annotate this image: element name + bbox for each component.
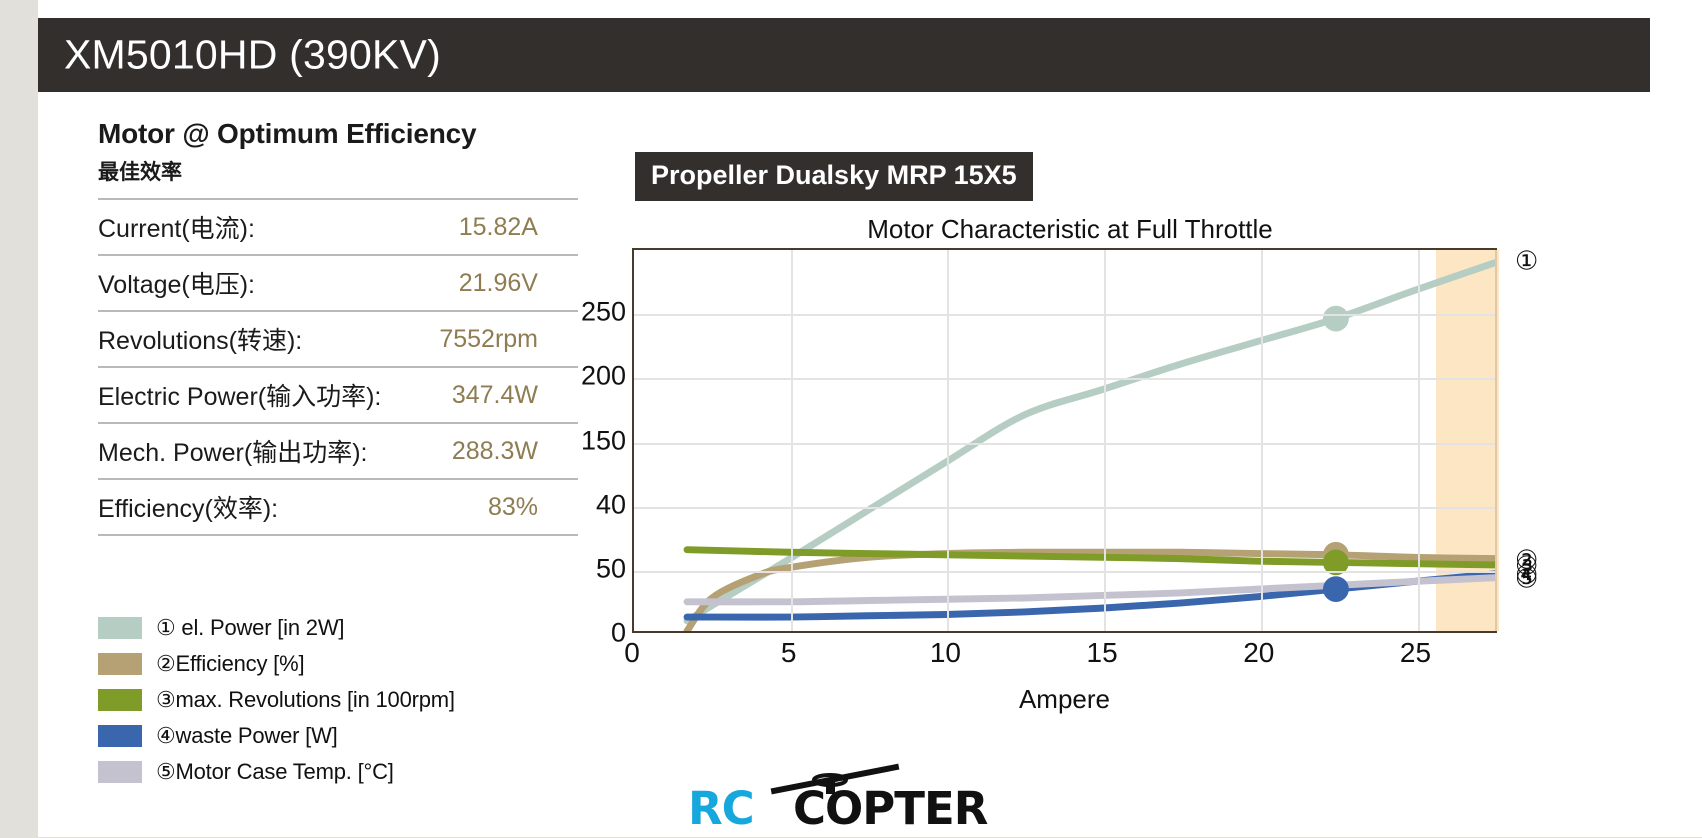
plot-curves xyxy=(683,259,1495,631)
spec-label: Electric Power(输入功率): xyxy=(98,383,382,411)
y-tick-label: 200 xyxy=(580,360,626,391)
series-callout: ① xyxy=(1515,245,1539,276)
legend-swatch xyxy=(98,689,142,711)
spec-value: 83% xyxy=(487,492,538,521)
legend-item: ③max. Revolutions [in 100rpm] xyxy=(98,682,618,718)
table-row: Revolutions(转速): 7552rpm xyxy=(98,311,578,367)
chart-panel: Propeller Dualsky MRP 15X5 Motor Charact… xyxy=(581,118,1620,838)
motor-specs-panel: Motor @ Optimum Efficiency 最佳效率 Current(… xyxy=(98,118,578,536)
table-row: Voltage(电压): 21.96V xyxy=(98,255,578,311)
x-tick-label: 25 xyxy=(1399,637,1432,668)
spec-value: 7552rpm xyxy=(439,324,538,353)
table-row: Efficiency(效率): 83% xyxy=(98,479,578,535)
spec-label: Voltage(电压): xyxy=(98,271,256,299)
spec-label: Efficiency(效率): xyxy=(98,495,279,523)
gridline-horizontal xyxy=(634,314,1495,317)
rc-copter-logo: RC COPTER xyxy=(688,763,1018,835)
x-axis-label: Ampere xyxy=(1018,684,1111,714)
x-tick-label: 5 xyxy=(780,637,797,668)
y-tick-label: 0 xyxy=(610,617,626,648)
x-tick-label: 20 xyxy=(1243,637,1275,668)
x-axis-ticks: 0 5 10 15 20 25 xyxy=(624,637,1497,677)
spec-label: Current(电流): xyxy=(98,215,255,243)
logo-text-rc: RC xyxy=(688,782,755,835)
legend-label: ③max. Revolutions [in 100rpm] xyxy=(156,687,455,712)
series-line xyxy=(683,574,1495,606)
series-marker xyxy=(1322,576,1349,602)
legend-label: ① el. Power [in 2W] xyxy=(156,615,345,640)
series-marker xyxy=(1322,549,1349,576)
legend-item: ④waste Power [W] xyxy=(98,718,618,754)
table-row: Electric Power(输入功率): 347.4W xyxy=(98,367,578,423)
y-tick-label: 50 xyxy=(595,553,626,584)
x-tick-label: 0 xyxy=(624,637,640,668)
gridline-vertical xyxy=(947,250,950,631)
panel-subtitle: 最佳效率 xyxy=(98,161,182,184)
gridline-horizontal xyxy=(634,442,1495,445)
plot-area xyxy=(632,248,1499,633)
spec-value: 347.4W xyxy=(451,380,538,409)
logo-text-copter: COPTER xyxy=(793,782,988,835)
gridline-horizontal xyxy=(634,506,1495,509)
legend-item: ⑤Motor Case Temp. [°C] xyxy=(98,754,618,790)
legend-swatch xyxy=(98,725,142,747)
legend-label: ⑤Motor Case Temp. [°C] xyxy=(156,759,394,784)
gridline-vertical xyxy=(1260,250,1263,631)
chart-title: Motor Characteristic at Full Throttle xyxy=(867,214,1273,244)
header-bar: XM5010HD (390KV) xyxy=(38,18,1650,92)
spec-value: 15.82A xyxy=(458,212,538,241)
table-row: Current(电流): 15.82A xyxy=(98,199,578,255)
legend-swatch xyxy=(98,653,142,675)
legend-swatch xyxy=(98,761,142,783)
spec-value: 21.96V xyxy=(458,268,538,297)
y-tick-label: 250 xyxy=(580,296,626,327)
legend-item: ②Efficiency [%] xyxy=(98,646,618,682)
series-callout: ③ xyxy=(1515,550,1539,581)
spec-value: 288.3W xyxy=(451,436,538,465)
y-tick-label: 40 xyxy=(595,489,626,520)
series-callout: ⑤ xyxy=(1515,563,1539,594)
y-axis-ticks: 250 200 150 40 50 0 xyxy=(581,248,1497,648)
propeller-badge: Propeller Dualsky MRP 15X5 xyxy=(635,152,1033,201)
series-line xyxy=(683,546,1495,569)
gridline-horizontal xyxy=(634,570,1495,573)
legend-label: ②Efficiency [%] xyxy=(156,651,305,676)
series-marker xyxy=(1322,305,1349,332)
gridline-horizontal xyxy=(634,378,1495,381)
chart-legend: ① el. Power [in 2W] ②Efficiency [%] ③max. … xyxy=(98,610,618,790)
page-title: XM5010HD (390KV) xyxy=(64,31,441,78)
gridline-vertical xyxy=(1417,250,1420,631)
spec-label: Revolutions(转速): xyxy=(98,327,303,355)
helicopter-rotor-icon xyxy=(770,763,900,795)
y-tick-label: 150 xyxy=(580,425,626,455)
gridline-vertical xyxy=(1104,250,1107,631)
table-row: Mech. Power(输出功率): 288.3W xyxy=(98,423,578,479)
series-callout: ② xyxy=(1515,544,1539,575)
x-tick-label: 10 xyxy=(929,637,961,668)
panel-title: Motor @ Optimum Efficiency xyxy=(98,118,477,149)
series-callout: ④ xyxy=(1515,559,1539,590)
gridline-vertical xyxy=(790,250,793,631)
x-tick-label: 15 xyxy=(1086,637,1118,668)
spec-label: Mech. Power(输出功率): xyxy=(98,439,368,467)
legend-item: ① el. Power [in 2W] xyxy=(98,610,618,646)
legend-label: ④waste Power [W] xyxy=(156,723,338,748)
motor-spec-table: Current(电流): 15.82A Voltage(电压): 21.96V … xyxy=(98,198,578,536)
legend-swatch xyxy=(98,617,142,639)
